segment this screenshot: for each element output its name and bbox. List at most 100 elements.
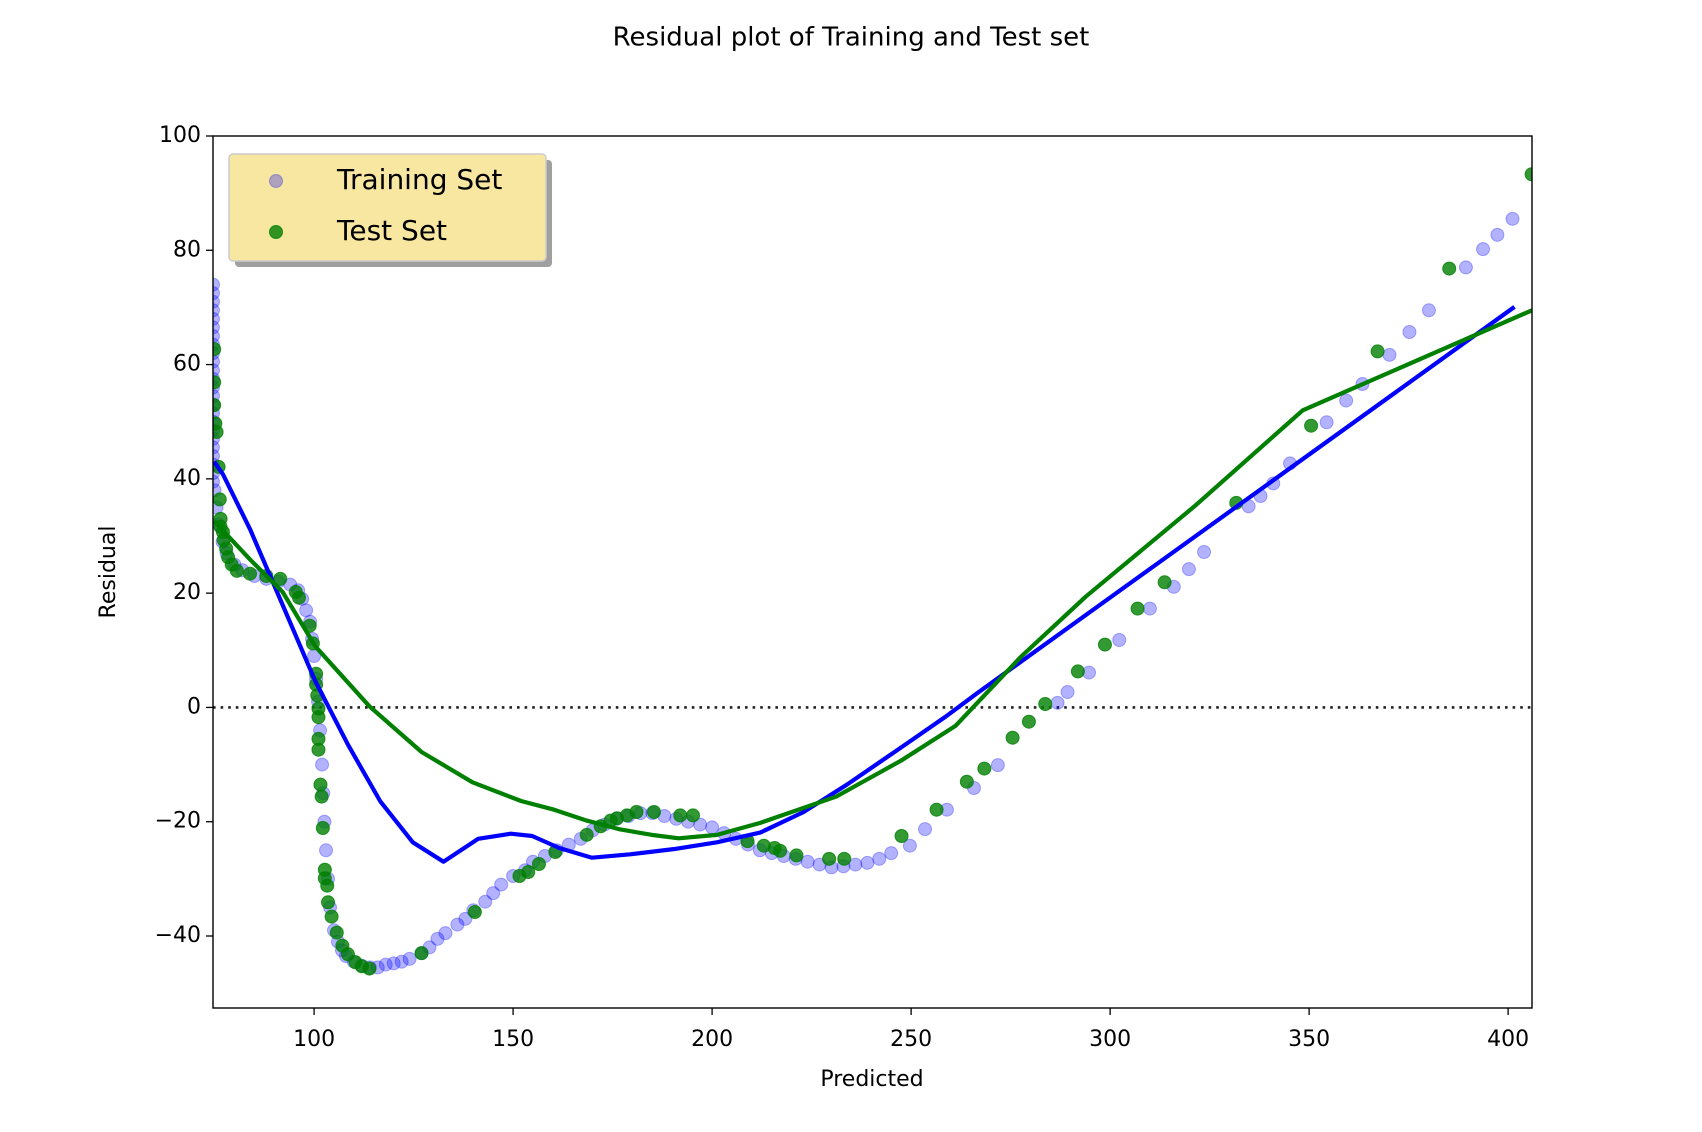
point [213, 311, 220, 326]
point [324, 909, 339, 924]
point [321, 895, 336, 910]
point [213, 375, 222, 390]
y-tick-label: 60 [173, 352, 201, 377]
point [1339, 393, 1354, 408]
point [1038, 697, 1053, 711]
point [1112, 633, 1127, 647]
point [430, 931, 445, 946]
point [894, 829, 909, 843]
legend [228, 153, 547, 262]
point [822, 851, 837, 866]
x-tick-label: 200 [691, 1027, 733, 1052]
point [273, 571, 288, 586]
point [1442, 261, 1457, 276]
x-tick-label: 150 [492, 1027, 534, 1052]
point [959, 774, 974, 789]
point [467, 905, 482, 919]
point [685, 808, 700, 823]
point [860, 855, 875, 870]
point [478, 894, 493, 909]
point [362, 961, 377, 976]
point [918, 822, 933, 837]
point [773, 843, 788, 858]
point [902, 838, 917, 853]
point [320, 878, 335, 893]
point [299, 603, 314, 618]
point [458, 911, 473, 926]
point [378, 957, 393, 972]
point [884, 846, 899, 861]
point [1304, 418, 1319, 433]
x-tick-label: 400 [1487, 1027, 1529, 1052]
point [243, 566, 258, 581]
point [1476, 242, 1491, 257]
point [450, 917, 465, 932]
y-tick-label: −20 [155, 809, 201, 834]
point [1319, 415, 1334, 430]
point [414, 946, 429, 961]
point [1382, 347, 1397, 362]
point [229, 563, 244, 578]
fit-line [213, 305, 1516, 864]
y-tick-label: 40 [173, 466, 201, 491]
point [1197, 545, 1212, 559]
y-tick-label: 20 [173, 580, 201, 605]
point [213, 474, 220, 489]
point [1142, 601, 1157, 616]
point [1181, 562, 1196, 577]
point [213, 294, 220, 309]
y-tick-label: 0 [187, 694, 201, 719]
point [213, 303, 220, 318]
point [1458, 260, 1473, 275]
point [213, 329, 220, 343]
point [848, 857, 863, 872]
point [673, 808, 688, 823]
point [386, 956, 401, 971]
point [494, 877, 509, 892]
point [1402, 325, 1417, 339]
point [1021, 714, 1036, 729]
x-tick-label: 100 [293, 1027, 335, 1052]
legend-marker [269, 174, 283, 188]
point [213, 286, 220, 301]
axes-frame [212, 135, 1533, 1009]
point [1490, 227, 1505, 242]
point [394, 954, 409, 969]
point [629, 805, 644, 819]
point [314, 789, 329, 804]
point [705, 820, 720, 835]
point [402, 951, 417, 966]
point [872, 851, 887, 866]
point [789, 848, 804, 863]
point [579, 827, 594, 842]
point [531, 857, 546, 871]
x-tick-label: 300 [1089, 1027, 1131, 1052]
point [1421, 303, 1436, 318]
point [1050, 695, 1065, 710]
y-tick-label: 100 [159, 123, 201, 148]
chart-title: Residual plot of Training and Test set [613, 23, 1090, 53]
point [213, 342, 222, 357]
point [313, 777, 328, 792]
point [486, 886, 501, 901]
point [213, 440, 220, 455]
point [311, 710, 326, 725]
y-axis-label: Residual [96, 526, 121, 619]
fit-line [213, 308, 1532, 841]
point [977, 761, 992, 776]
point [837, 851, 852, 866]
point [1505, 211, 1520, 226]
point [213, 398, 222, 413]
point [646, 805, 661, 819]
legend-marker [269, 225, 283, 239]
point [693, 817, 708, 832]
point [329, 925, 344, 940]
point [1070, 664, 1085, 679]
point [990, 758, 1005, 773]
point [1130, 601, 1145, 616]
point [800, 854, 815, 869]
point [521, 865, 536, 879]
y-tick-label: −40 [155, 923, 201, 948]
